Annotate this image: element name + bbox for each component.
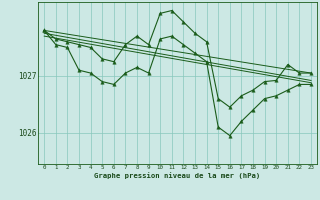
X-axis label: Graphe pression niveau de la mer (hPa): Graphe pression niveau de la mer (hPa) bbox=[94, 172, 261, 179]
